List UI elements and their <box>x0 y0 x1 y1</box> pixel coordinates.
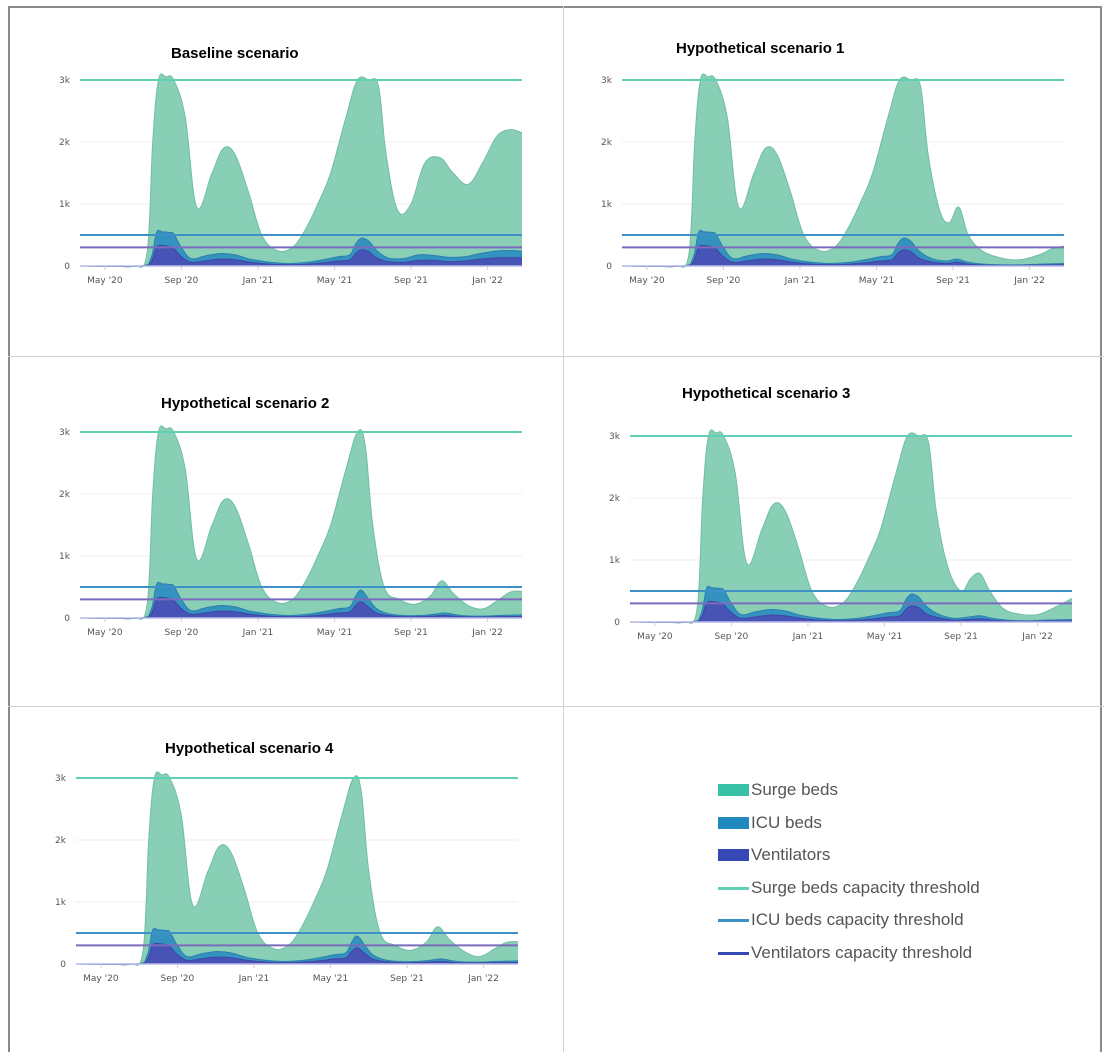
legend-label: Surge beds capacity threshold <box>751 878 980 898</box>
chart-hypothetical-3: 0 1k 2k 3k May '20 Sep '20 Jan '21 May '21 Sep '… <box>590 426 1090 656</box>
y-tick-label: 2k <box>59 138 71 148</box>
legend-swatch <box>718 849 749 861</box>
x-tick-label: Sep '20 <box>165 276 199 286</box>
x-tick-label: Jan '21 <box>242 276 274 286</box>
y-tick-label: 0 <box>64 262 70 272</box>
x-tick-label: Jan '21 <box>784 276 816 286</box>
x-tick-label: Jan '22 <box>471 628 503 638</box>
legend-swatch <box>718 784 749 796</box>
legend-item-icu-beds: ICU beds <box>718 813 980 846</box>
chart-hypothetical-2: 0 1k 2k 3k May '20 Sep '20 Jan '21 May '21 Sep '… <box>40 422 540 652</box>
x-tick-label: Jan '21 <box>792 632 824 642</box>
surge-beds-area <box>76 772 518 965</box>
chart-title: Hypothetical scenario 4 <box>165 740 333 757</box>
y-tick-label: 0 <box>60 960 66 970</box>
legend-label: ICU beds capacity threshold <box>751 910 964 930</box>
legend-item-surge-beds-threshold: Surge beds capacity threshold <box>718 878 980 911</box>
legend-item-ventilators: Ventilators <box>718 845 980 878</box>
legend-label: Surge beds <box>751 780 838 800</box>
chart-title: Hypothetical scenario 1 <box>676 40 844 57</box>
x-tick-label: Sep '21 <box>394 628 428 638</box>
y-tick-label: 2k <box>59 490 71 500</box>
legend-item-surge-beds: Surge beds <box>718 780 980 813</box>
x-tick-label: May '20 <box>87 628 123 638</box>
y-tick-label: 0 <box>64 614 70 624</box>
y-tick-label: 3k <box>601 76 613 86</box>
x-tick-label: Sep '20 <box>165 628 199 638</box>
grid-divider-horizontal-2 <box>8 706 1104 707</box>
y-tick-label: 1k <box>59 552 71 562</box>
y-tick-label: 1k <box>601 200 613 210</box>
chart-title: Hypothetical scenario 3 <box>682 385 850 402</box>
x-tick-label: May '20 <box>87 276 123 286</box>
chart-hypothetical-4: 0 1k 2k 3k May '20 Sep '20 Jan '21 May '21 Sep '… <box>36 768 536 998</box>
x-tick-label: Jan '22 <box>467 974 499 984</box>
legend-label: Ventilators <box>751 845 830 865</box>
x-tick-label: May '21 <box>859 276 894 286</box>
surge-beds-area <box>622 74 1064 267</box>
grid-divider-vertical <box>563 6 564 1052</box>
y-tick-label: 3k <box>59 76 71 86</box>
chart-hypothetical-1: 0 1k 2k 3k May '20 Sep '20 Jan '21 May '21 Sep '… <box>582 70 1082 300</box>
x-tick-label: May '21 <box>867 632 902 642</box>
x-tick-label: Sep '20 <box>161 974 195 984</box>
y-tick-label: 2k <box>609 494 621 504</box>
x-tick-label: Jan '21 <box>242 628 274 638</box>
x-tick-label: Sep '21 <box>944 632 978 642</box>
x-tick-label: Sep '20 <box>715 632 749 642</box>
surge-beds-area <box>80 74 522 267</box>
x-tick-label: May '21 <box>317 276 352 286</box>
x-tick-label: Sep '21 <box>390 974 424 984</box>
legend-line <box>718 887 749 890</box>
x-tick-label: May '20 <box>637 632 673 642</box>
y-tick-label: 3k <box>59 428 71 438</box>
y-tick-label: 3k <box>609 432 621 442</box>
x-tick-label: May '20 <box>629 276 665 286</box>
surge-beds-area <box>630 430 1072 623</box>
y-tick-label: 1k <box>609 556 621 566</box>
grid-divider-horizontal-1 <box>8 356 1104 357</box>
x-tick-label: Jan '22 <box>471 276 503 286</box>
legend-label: ICU beds <box>751 813 822 833</box>
x-tick-label: Jan '22 <box>1021 632 1053 642</box>
legend-item-icu-beds-threshold: ICU beds capacity threshold <box>718 910 980 943</box>
x-tick-label: May '20 <box>83 974 119 984</box>
x-tick-label: Sep '21 <box>936 276 970 286</box>
chart-baseline: 0 1k 2k 3k May '20 Sep '20 Jan '21 May '21 Sep '… <box>40 70 540 300</box>
y-tick-label: 0 <box>614 618 620 628</box>
legend-line <box>718 919 749 922</box>
legend-label: Ventilators capacity threshold <box>751 943 972 963</box>
y-tick-label: 2k <box>601 138 613 148</box>
x-tick-label: Sep '21 <box>394 276 428 286</box>
surge-beds-area <box>80 426 522 619</box>
y-tick-label: 3k <box>55 774 67 784</box>
y-tick-label: 1k <box>59 200 71 210</box>
legend-item-ventilators-threshold: Ventilators capacity threshold <box>718 943 980 976</box>
x-tick-label: Jan '21 <box>238 974 270 984</box>
legend-line <box>718 952 749 955</box>
y-tick-label: 1k <box>55 898 67 908</box>
legend-swatch <box>718 817 749 829</box>
x-tick-label: Sep '20 <box>707 276 741 286</box>
legend: Surge beds ICU beds Ventilators Surge be… <box>718 780 980 975</box>
x-tick-label: May '21 <box>317 628 352 638</box>
x-tick-label: Jan '22 <box>1013 276 1045 286</box>
y-tick-label: 0 <box>606 262 612 272</box>
chart-title: Hypothetical scenario 2 <box>161 395 329 412</box>
chart-title: Baseline scenario <box>171 45 299 62</box>
x-tick-label: May '21 <box>313 974 348 984</box>
y-tick-label: 2k <box>55 836 67 846</box>
